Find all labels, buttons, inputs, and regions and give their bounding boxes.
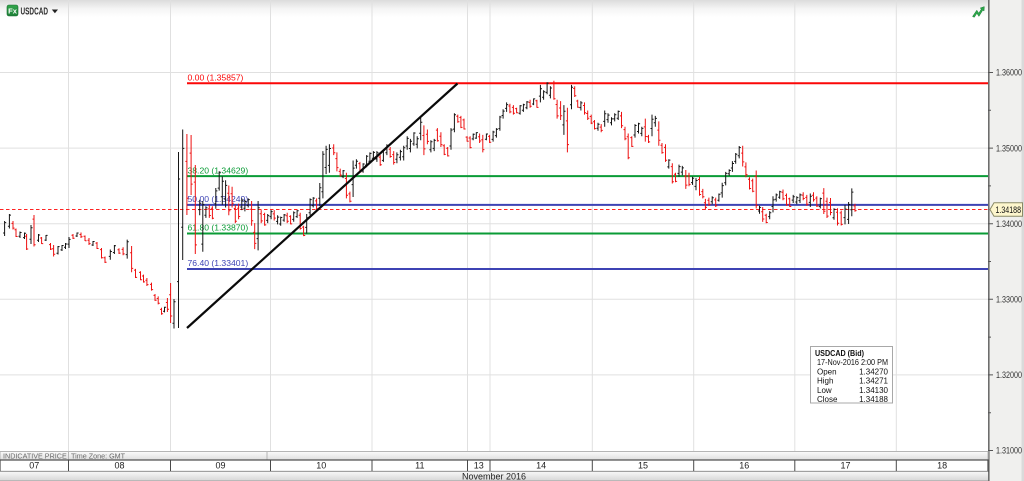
svg-text:18: 18: [937, 461, 947, 471]
svg-text:Close: Close: [817, 395, 838, 404]
svg-text:76.40 (1.33401): 76.40 (1.33401): [188, 258, 249, 268]
svg-text:16: 16: [739, 461, 749, 471]
svg-text:Time Zone: GMT: Time Zone: GMT: [71, 451, 126, 460]
svg-text:08: 08: [114, 461, 124, 471]
svg-text:USDCAD (Bid): USDCAD (Bid): [815, 349, 864, 358]
svg-text:1.35000: 1.35000: [996, 143, 1022, 153]
svg-text:11: 11: [415, 461, 424, 471]
svg-text:November 2016: November 2016: [462, 471, 526, 481]
svg-text:1.34000: 1.34000: [996, 219, 1022, 229]
svg-text:1.36000: 1.36000: [996, 68, 1022, 78]
svg-text:Open: Open: [817, 367, 837, 376]
svg-text:1.34130: 1.34130: [859, 386, 888, 395]
svg-text:10: 10: [316, 461, 326, 471]
svg-text:1.32000: 1.32000: [996, 370, 1022, 380]
svg-text:38.20 (1.34629): 38.20 (1.34629): [188, 165, 249, 175]
svg-text:1.34188: 1.34188: [859, 395, 888, 404]
svg-text:0.00 (1.35857): 0.00 (1.35857): [188, 73, 244, 83]
svg-text:17-Nov-2016 2:00 PM: 17-Nov-2016 2:00 PM: [817, 358, 888, 367]
svg-text:09: 09: [215, 461, 225, 471]
svg-text:Low: Low: [817, 386, 832, 395]
svg-text:Fx: Fx: [8, 6, 18, 15]
svg-text:1.33000: 1.33000: [996, 295, 1022, 305]
svg-text:1.34271: 1.34271: [859, 377, 888, 386]
svg-text:61.80 (1.33870): 61.80 (1.33870): [188, 223, 249, 233]
svg-text:14: 14: [536, 461, 546, 471]
svg-text:1.34188: 1.34188: [996, 205, 1022, 215]
svg-text:50.00 (1.34249): 50.00 (1.34249): [188, 194, 249, 204]
svg-text:INDICATIVE PRICE: INDICATIVE PRICE: [3, 451, 67, 460]
svg-text:07: 07: [29, 461, 39, 471]
svg-text:1.34270: 1.34270: [859, 367, 888, 376]
svg-text:17: 17: [840, 461, 850, 471]
svg-text:15: 15: [638, 461, 648, 471]
svg-text:High: High: [817, 377, 833, 386]
svg-text:USDCAD: USDCAD: [21, 6, 49, 17]
svg-text:13: 13: [474, 461, 484, 471]
svg-text:1.31000: 1.31000: [996, 446, 1022, 456]
